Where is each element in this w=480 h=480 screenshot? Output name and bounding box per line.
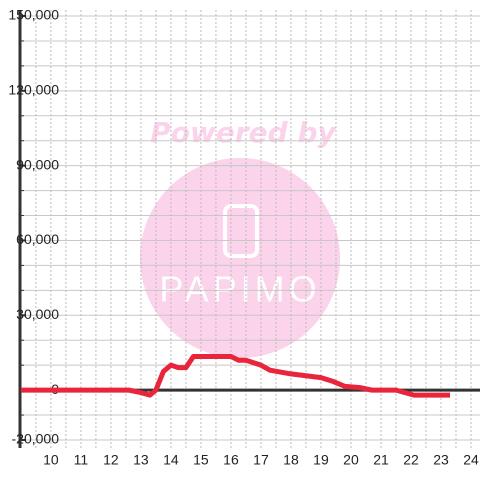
y-tick-label: 90,000 — [16, 156, 59, 172]
x-tick-label: 16 — [223, 452, 239, 468]
y-tick-label: 150,000 — [8, 7, 59, 23]
x-tick-label: 10 — [43, 452, 59, 468]
watermark-logo: PAPIMO — [159, 269, 320, 310]
data-line — [20, 353, 450, 398]
x-tick-label: 19 — [313, 452, 329, 468]
watermark: Powered by PAPIMO — [140, 116, 340, 358]
x-tick-label: 17 — [253, 452, 269, 468]
x-tick-label: 18 — [283, 452, 299, 468]
x-tick-label: 12 — [103, 452, 119, 468]
x-tick-label: 15 — [193, 452, 209, 468]
x-tick-label: 14 — [163, 452, 179, 468]
x-tick-label: 13 — [133, 452, 149, 468]
y-tick-label: 120,000 — [8, 82, 59, 98]
y-tick-label: 30,000 — [16, 306, 59, 322]
x-tick-label: 23 — [433, 452, 449, 468]
x-tick-label: 21 — [373, 452, 389, 468]
watermark-icon — [223, 204, 259, 258]
y-tick-label: 60,000 — [16, 231, 59, 247]
x-tick-label: 24 — [463, 452, 479, 468]
y-tick-label: -20,000 — [12, 431, 60, 447]
x-tick-label: 20 — [343, 452, 359, 468]
x-tick-label: 22 — [403, 452, 419, 468]
x-tick-label: 11 — [74, 452, 89, 468]
watermark-text: Powered by — [150, 116, 337, 149]
